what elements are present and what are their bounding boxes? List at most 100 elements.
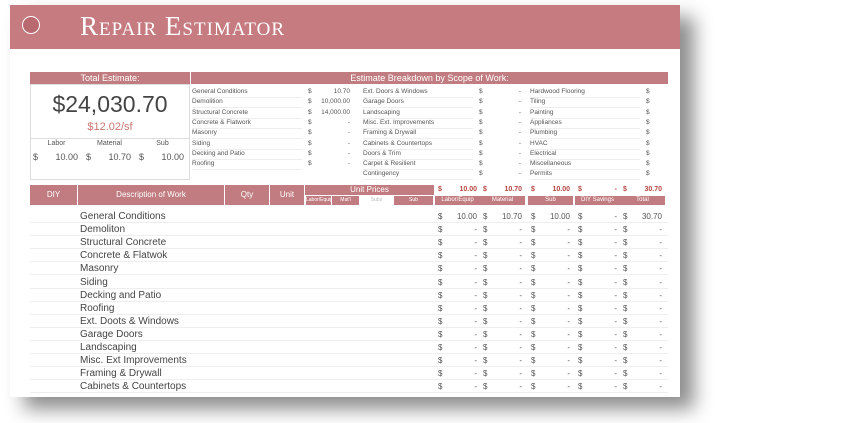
currency: $ xyxy=(623,212,628,221)
currency: $ xyxy=(479,170,483,178)
currency: $ xyxy=(308,88,312,95)
cost-header: Total xyxy=(620,196,665,205)
currency: $ xyxy=(623,251,628,261)
cost-header: Material xyxy=(480,196,525,205)
currency: $ xyxy=(623,343,628,352)
cost-value: - xyxy=(614,329,617,339)
work-description: Siding xyxy=(80,276,108,288)
cost-value: 30.70 xyxy=(641,212,662,221)
currency: $ xyxy=(438,316,443,326)
unit-price-header: Mat'l xyxy=(332,196,359,205)
row-line xyxy=(30,328,668,341)
column-header: Unit xyxy=(270,185,304,205)
cost-value: - xyxy=(474,264,477,274)
work-description: Decking and Patio xyxy=(80,289,162,301)
currency: $ xyxy=(531,238,536,248)
currency: $ xyxy=(531,356,536,366)
scope-label: General Conditions xyxy=(192,87,302,98)
currency: $ xyxy=(578,186,582,193)
work-description: Structural Concrete xyxy=(80,237,167,249)
scope-value: - xyxy=(652,128,680,138)
row-line xyxy=(30,302,668,315)
currency: $ xyxy=(578,382,583,392)
column-total: 10.00 xyxy=(552,186,570,193)
row-line xyxy=(30,236,668,250)
currency: $ xyxy=(578,225,583,235)
scope-label: Masonry xyxy=(192,128,302,140)
row-line xyxy=(30,354,668,368)
spreadsheet: Repair Estimator Total Estimate: $24,030.… xyxy=(10,5,680,397)
scope-label: Landscaping xyxy=(363,108,473,119)
scope-label: Miscellaneous xyxy=(530,159,640,171)
summary-value: 10.70 xyxy=(108,152,131,162)
currency: $ xyxy=(623,264,628,274)
currency: $ xyxy=(438,186,442,193)
currency: $ xyxy=(308,98,312,106)
cost-value: 10.00 xyxy=(456,212,477,221)
scope-value: - xyxy=(652,139,680,149)
cost-value: - xyxy=(567,290,570,300)
cost-value: - xyxy=(659,264,662,274)
scope-label: Structural Concrete xyxy=(192,108,302,119)
cost-value: - xyxy=(659,303,662,313)
summary-value: 10.00 xyxy=(161,152,184,162)
currency: $ xyxy=(623,186,627,193)
cost-value: - xyxy=(567,277,570,287)
cost-value: - xyxy=(567,251,570,261)
cost-value: - xyxy=(474,382,477,392)
work-description: Misc. Ext Improvements xyxy=(80,355,187,367)
scope-label: Tiling xyxy=(530,97,640,109)
cost-value: - xyxy=(614,316,617,326)
cost-value: - xyxy=(614,264,617,274)
scope-value: - xyxy=(652,118,680,128)
cost-value: - xyxy=(567,343,570,352)
scope-value: 10,000.00 xyxy=(321,98,350,106)
currency: $ xyxy=(479,129,483,137)
currency: $ xyxy=(483,369,488,379)
cost-value: - xyxy=(567,303,570,313)
cost-value: - xyxy=(567,356,570,366)
cost-value: - xyxy=(614,238,617,248)
cost-value: - xyxy=(474,316,477,326)
currency: $ xyxy=(646,170,650,178)
cost-value: - xyxy=(567,329,570,339)
currency: $ xyxy=(646,118,650,126)
cost-value: - xyxy=(519,290,522,300)
currency: $ xyxy=(646,149,650,157)
cost-value: - xyxy=(474,303,477,313)
work-description: Concrete & Flatwok xyxy=(80,250,168,262)
scope-value: - xyxy=(518,88,521,95)
row-line xyxy=(30,262,668,276)
scope-value: - xyxy=(518,98,521,106)
currency: $ xyxy=(483,356,488,366)
currency: $ xyxy=(483,329,488,339)
scope-value: - xyxy=(518,108,521,116)
scope-value: - xyxy=(652,97,680,107)
summary-label: Sub xyxy=(136,138,189,149)
scope-value: - xyxy=(347,118,350,126)
row-line xyxy=(30,210,668,223)
currency: $ xyxy=(578,369,583,379)
work-description: Garage Doors xyxy=(80,328,143,340)
header-band xyxy=(10,5,680,49)
currency: $ xyxy=(438,343,443,352)
currency: $ xyxy=(646,88,650,95)
currency: $ xyxy=(531,343,536,352)
cost-value: - xyxy=(519,356,522,366)
cost-value: - xyxy=(474,290,477,300)
cost-value: - xyxy=(519,316,522,326)
currency: $ xyxy=(479,88,483,95)
currency: $ xyxy=(483,343,488,352)
currency: $ xyxy=(623,277,628,287)
cost-value: - xyxy=(474,356,477,366)
cost-value: - xyxy=(659,329,662,339)
currency: $ xyxy=(623,225,628,235)
cost-value: - xyxy=(614,343,617,352)
currency: $ xyxy=(479,98,483,106)
currency: $ xyxy=(483,264,488,274)
currency: $ xyxy=(646,160,650,168)
currency: $ xyxy=(578,316,583,326)
cost-value: - xyxy=(614,382,617,392)
currency: $ xyxy=(531,369,536,379)
currency: $ xyxy=(578,356,583,366)
